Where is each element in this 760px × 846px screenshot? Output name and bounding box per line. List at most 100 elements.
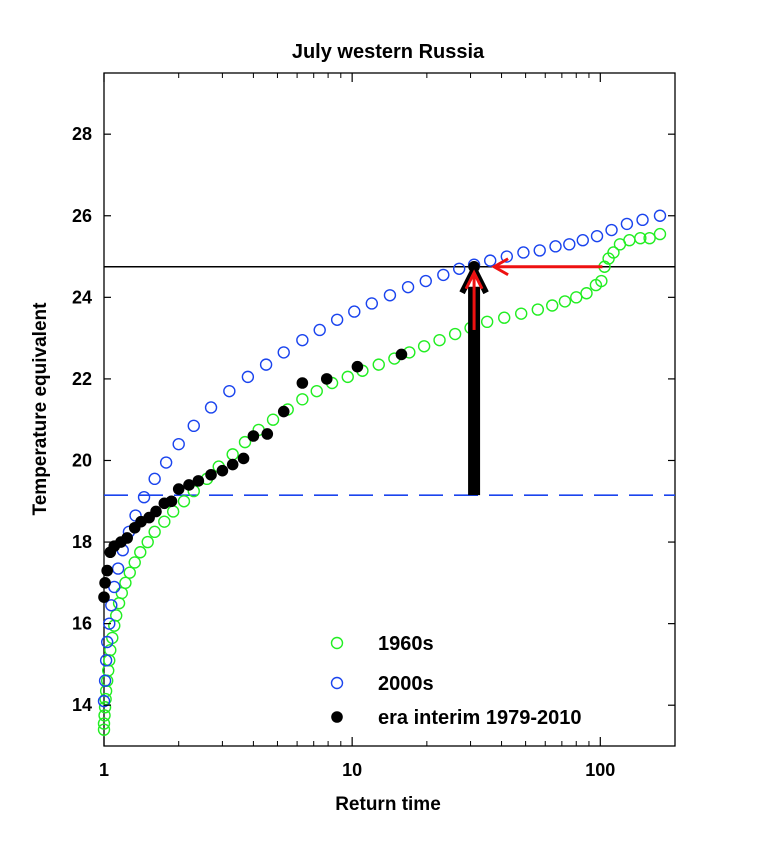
data-point: [110, 609, 123, 622]
y-tick-label: 20: [72, 450, 92, 470]
chart-title: July western Russia: [292, 41, 485, 63]
data-point: [365, 297, 378, 310]
data-point: [498, 311, 511, 324]
data-point: [205, 468, 217, 481]
data-point: [580, 287, 593, 300]
data-point: [121, 532, 133, 544]
data-point: [653, 209, 667, 222]
data-point: [563, 238, 576, 251]
data-point: [223, 384, 236, 398]
data-point: [187, 419, 200, 433]
data-point: [99, 692, 112, 706]
series-2: [98, 260, 480, 603]
data-point: [172, 483, 185, 495]
data-point: [148, 472, 161, 486]
data-point: [296, 393, 309, 406]
data-point: [259, 358, 273, 371]
data-point: [437, 268, 450, 282]
data-point: [517, 246, 530, 259]
data-point: [576, 234, 589, 247]
y-tick-label: 16: [72, 614, 92, 634]
data-point: [480, 315, 494, 329]
data-point: [99, 654, 113, 667]
data-point: [103, 617, 116, 630]
data-point: [266, 413, 280, 426]
data-point: [111, 562, 125, 575]
data-point: [98, 701, 112, 714]
data-point: [351, 360, 364, 373]
legend-marker-era-interim: [331, 711, 343, 723]
data-point: [484, 254, 497, 267]
data-point: [433, 333, 446, 347]
data-point: [531, 303, 545, 316]
data-point: [128, 556, 141, 569]
data-point: [452, 262, 466, 275]
data-point: [383, 289, 397, 302]
data-point: [98, 674, 112, 687]
data-point: [261, 428, 274, 440]
data-point: [533, 244, 546, 257]
arrows: [459, 257, 603, 496]
legend-label-era-interim: era interim 1979-2010: [378, 707, 581, 729]
data-point: [558, 295, 572, 308]
data-marks: [97, 209, 667, 736]
data-point: [148, 525, 161, 539]
data-point: [158, 515, 171, 528]
data-point: [216, 464, 229, 477]
data-point: [620, 217, 634, 231]
data-point: [150, 505, 162, 518]
data-point: [192, 475, 205, 487]
data-point: [159, 456, 173, 469]
data-point: [247, 430, 260, 442]
data-point: [419, 274, 432, 288]
data-point: [119, 576, 132, 590]
red-horizontal-arrow-head: [491, 257, 509, 277]
y-axis-label: Temperature equivalent: [30, 302, 51, 516]
data-point: [296, 377, 309, 389]
data-point: [277, 405, 290, 418]
y-tick-label: 26: [72, 206, 92, 226]
data-point: [104, 643, 117, 657]
legend-marker-2000s: [330, 676, 344, 690]
x-tick-label: 10: [342, 760, 362, 780]
y-tick-label: 22: [72, 369, 92, 389]
data-point: [313, 323, 326, 337]
data-point: [546, 299, 559, 312]
legend-label-1960s: 1960s: [378, 633, 434, 655]
data-point: [417, 340, 431, 353]
red-vertical-arrow-head: [464, 269, 484, 290]
y-tick-label: 14: [72, 695, 92, 715]
data-point: [448, 327, 462, 341]
data-point: [238, 435, 252, 449]
legend: 1960s 2000s era interim 1979-2010: [330, 633, 581, 729]
data-point: [137, 490, 151, 504]
legend-label-2000s: 2000s: [378, 673, 434, 695]
data-point: [348, 305, 361, 318]
data-point: [172, 437, 185, 451]
data-point: [105, 599, 118, 612]
plot-area: [103, 72, 676, 747]
data-point: [341, 370, 354, 384]
data-point: [97, 717, 111, 730]
data-point: [634, 231, 647, 245]
axis-ticks: 14 16 18 20 22 24 26 28 1 10 100: [72, 73, 676, 780]
data-point: [607, 246, 620, 259]
data-point: [320, 373, 333, 385]
data-point: [98, 709, 111, 722]
data-point: [97, 694, 111, 708]
legend-marker-1960s: [330, 636, 344, 650]
x-tick-label: 100: [585, 760, 615, 780]
data-point: [330, 313, 344, 326]
data-point: [99, 577, 111, 589]
data-point: [277, 346, 290, 359]
data-point: [401, 280, 415, 294]
data-point: [226, 458, 239, 471]
data-point: [653, 227, 667, 241]
data-point: [605, 223, 618, 237]
data-point: [237, 452, 250, 465]
data-point: [100, 635, 114, 649]
data-point: [590, 229, 604, 243]
data-point: [595, 274, 608, 288]
data-point: [570, 291, 583, 304]
